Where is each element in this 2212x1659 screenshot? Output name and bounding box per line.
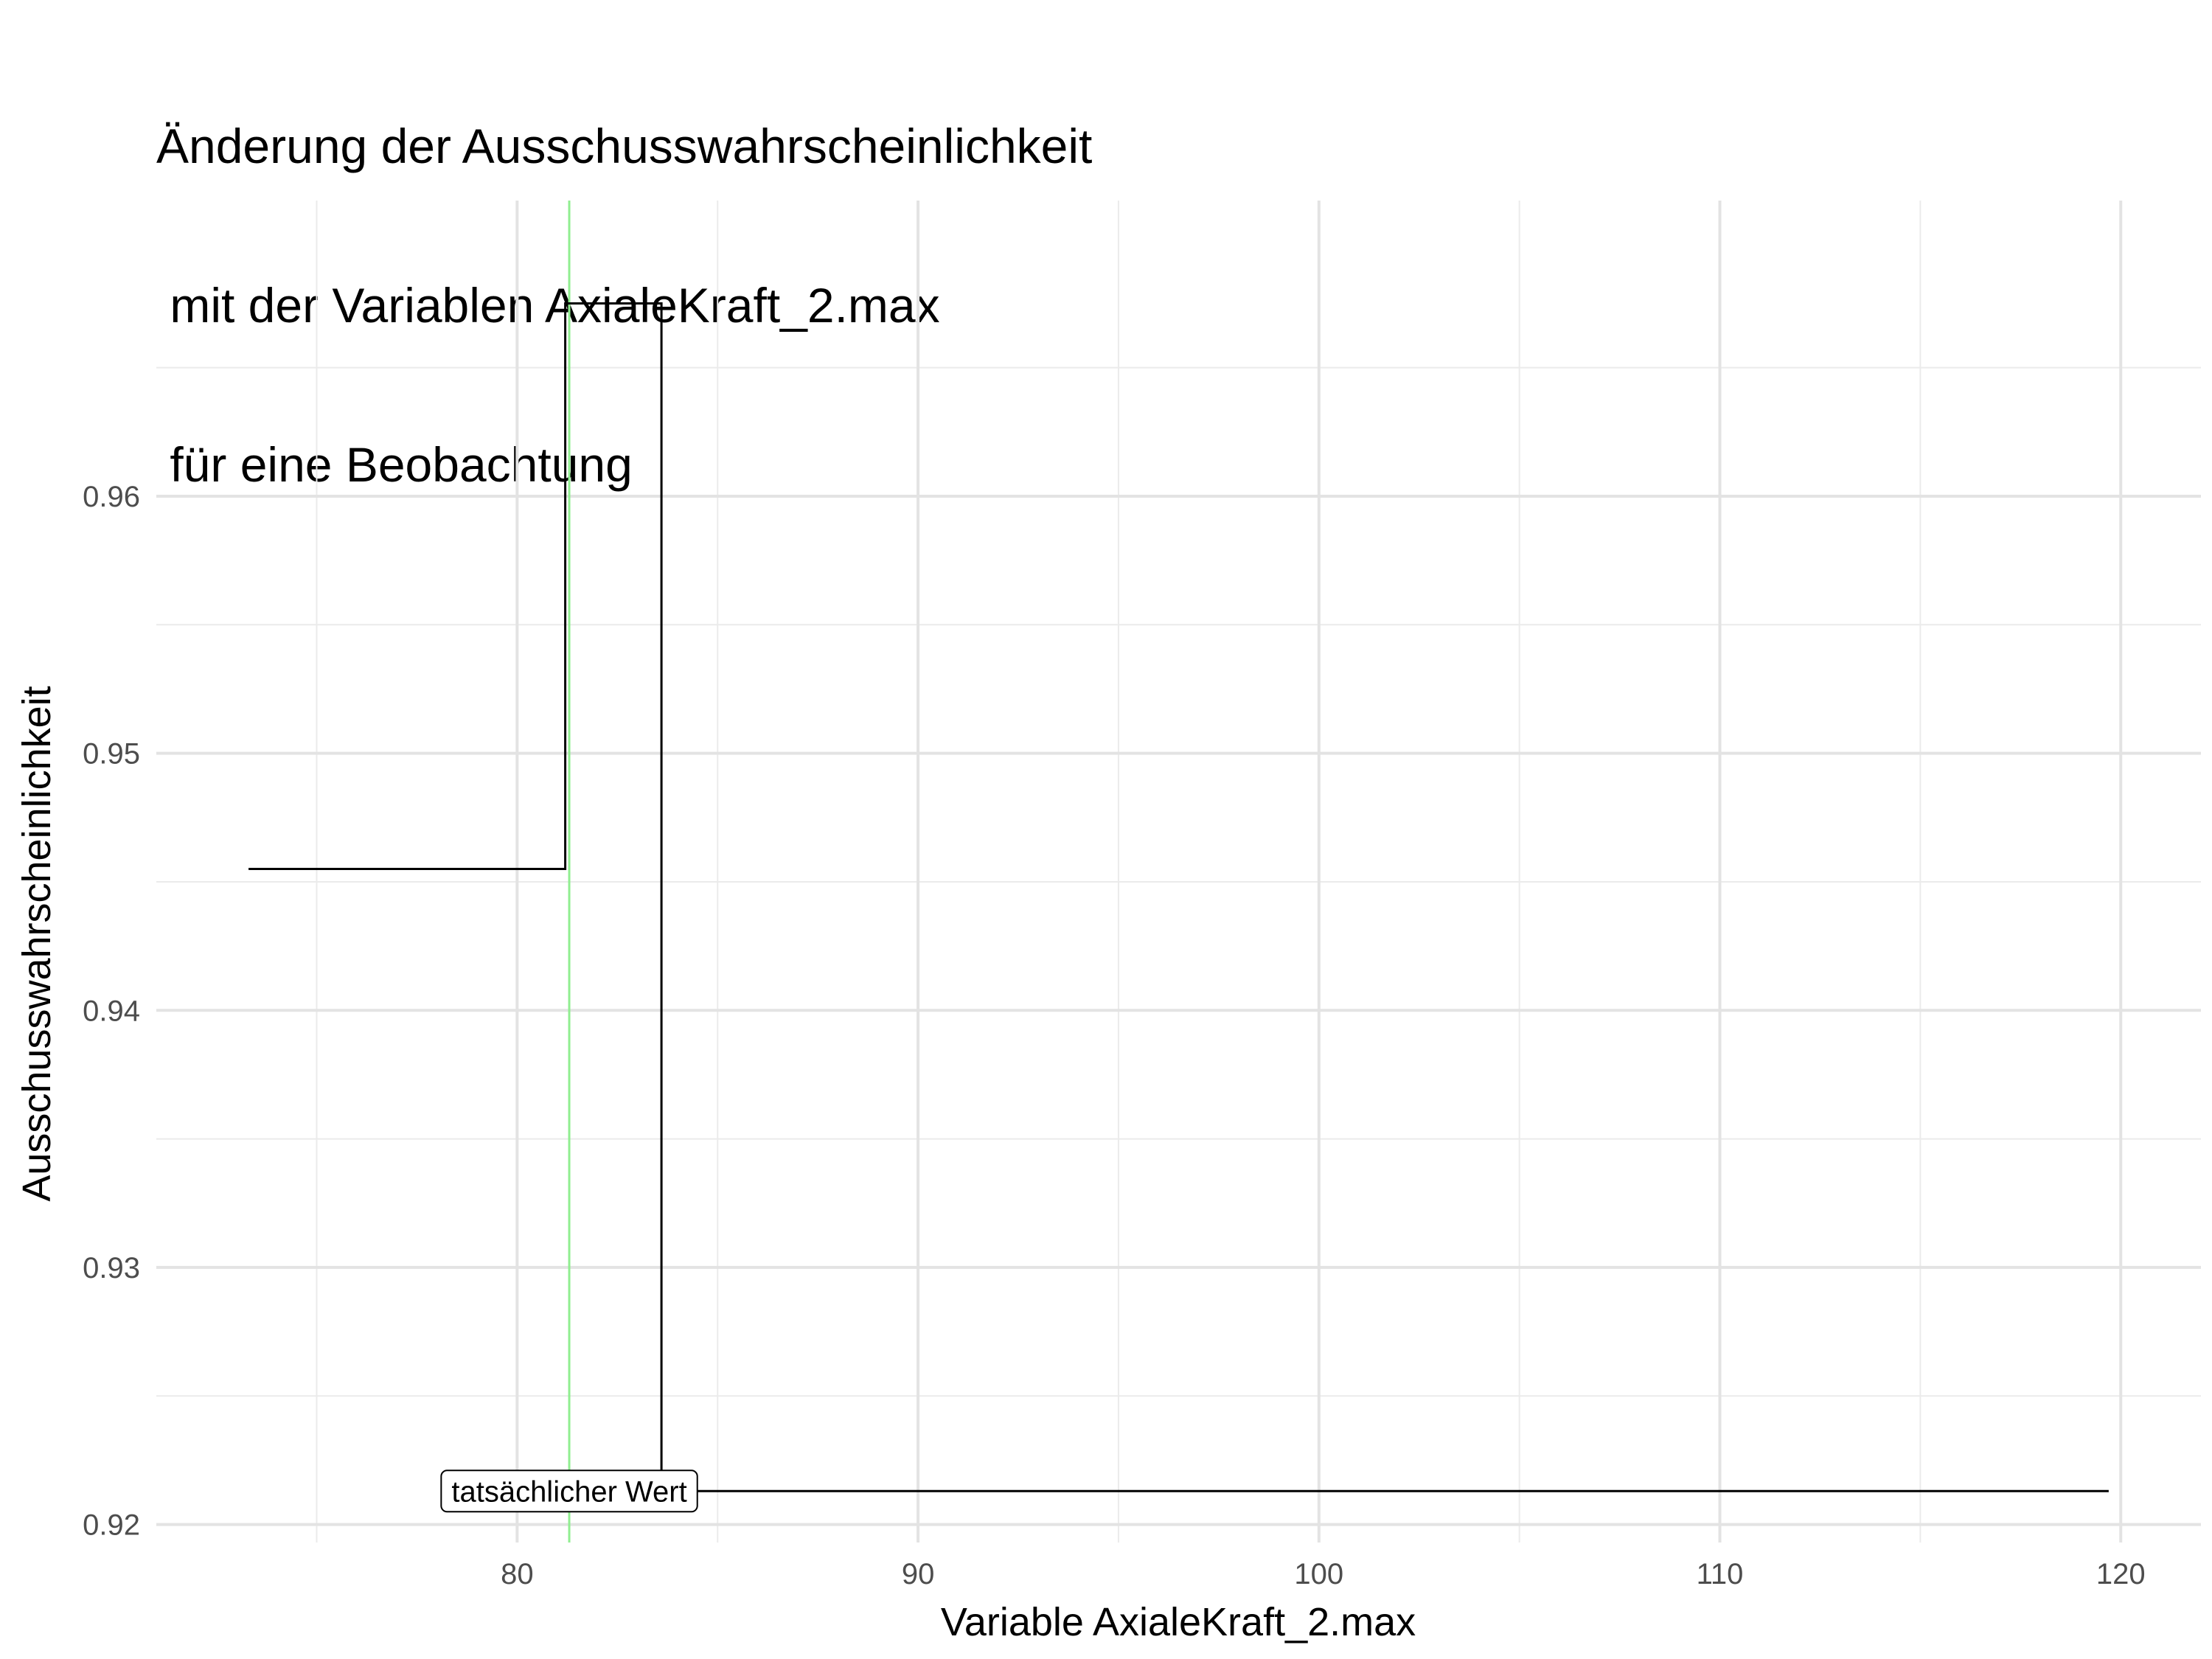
title-line-1: Änderung der Ausschusswahrscheinlichkeit: [156, 119, 1093, 173]
y-tick-label-3: 0.95: [83, 738, 140, 771]
y-tick-labels: 0.92 0.93 0.94 0.95 0.96: [83, 481, 140, 1542]
annotation-layer: tatsächlicher Wert: [440, 1470, 698, 1513]
y-tick-label-0: 0.92: [83, 1509, 140, 1542]
major-gridlines: [156, 201, 2201, 1543]
x-tick-label-3: 110: [1697, 1558, 1744, 1590]
x-tick-label-4: 120: [2096, 1558, 2146, 1590]
x-tick-label-2: 100: [1294, 1558, 1343, 1590]
annotation-label: tatsächlicher Wert: [451, 1475, 686, 1508]
x-axis-title: Variable AxialeKraft_2.max: [941, 1600, 1416, 1644]
y-tick-label-2: 0.94: [83, 995, 140, 1027]
x-tick-labels: 80 90 100 110 120: [501, 1558, 2146, 1590]
annotation-box: [440, 1470, 698, 1513]
series-line-0: [248, 302, 2109, 1492]
title-line-2: mit der Variablen AxialeKraft_2.max: [156, 278, 940, 333]
chart-title: Änderung der Ausschusswahrscheinlichkeit…: [156, 13, 1092, 544]
x-tick-label-1: 90: [902, 1558, 935, 1590]
y-tick-label-4: 0.96: [83, 481, 140, 513]
x-tick-label-0: 80: [501, 1558, 534, 1590]
series-layer: [248, 302, 2109, 1492]
y-axis-title: Ausschusswahrscheinlichkeit: [15, 686, 59, 1201]
minor-gridlines: [156, 201, 2201, 1543]
y-tick-label-1: 0.93: [83, 1252, 140, 1284]
